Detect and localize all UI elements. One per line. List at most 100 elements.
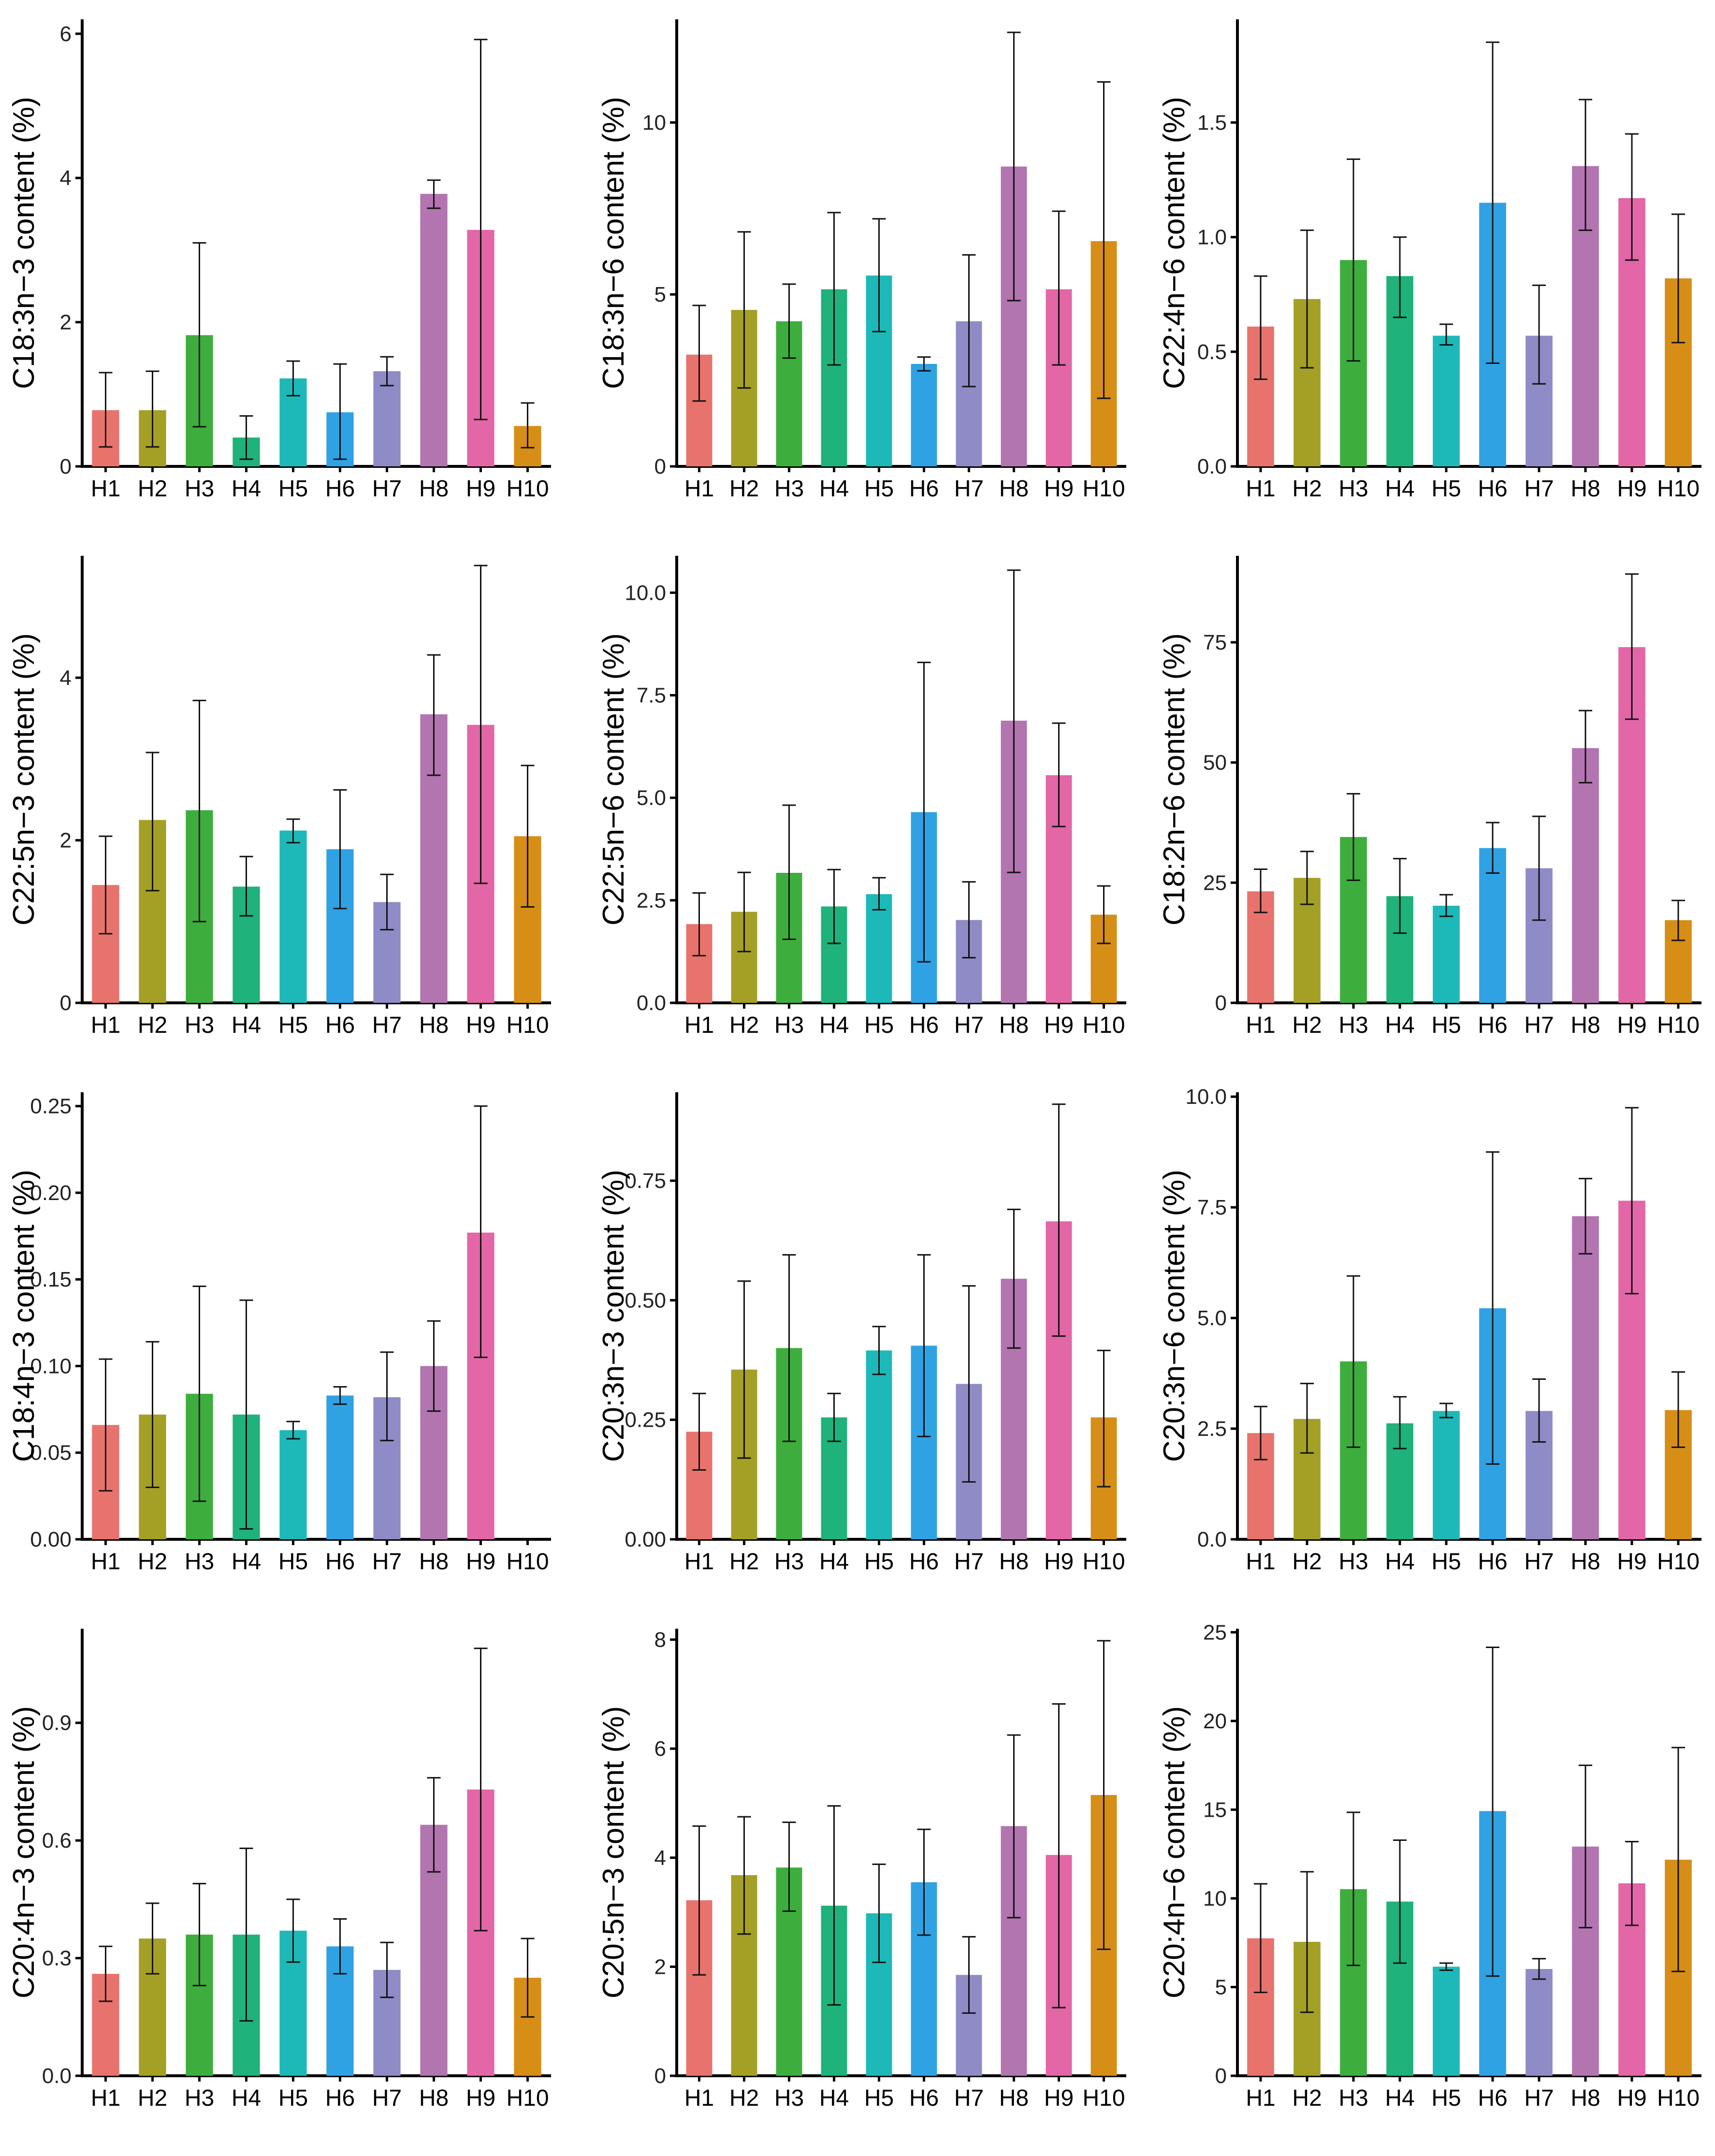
y-tick-label: 2 <box>654 1955 666 1979</box>
x-tick-label: H3 <box>1338 476 1368 502</box>
y-tick-label: 6 <box>654 1737 666 1761</box>
x-tick-label: H8 <box>1570 476 1600 502</box>
x-tick-label: H2 <box>138 1013 167 1038</box>
x-tick-label: H10 <box>1082 1549 1125 1575</box>
y-tick-label: 0.15 <box>30 1268 72 1291</box>
y-tick-label: 0.50 <box>625 1288 666 1312</box>
x-tick-label: H5 <box>278 1549 308 1575</box>
x-tick-label: H6 <box>909 476 939 502</box>
x-tick-label: H8 <box>419 1013 449 1038</box>
x-tick-label: H7 <box>1524 1549 1554 1575</box>
x-tick-label: H10 <box>1082 476 1125 502</box>
x-tick-label: H8 <box>999 476 1029 502</box>
y-tick-label: 4 <box>60 166 72 190</box>
x-tick-label: H7 <box>1524 476 1554 502</box>
x-tick-label: H3 <box>774 1549 804 1575</box>
y-tick-label: 5.0 <box>1197 1306 1227 1330</box>
x-tick-label: H4 <box>232 1013 261 1038</box>
y-tick-label: 4 <box>654 1846 666 1870</box>
x-tick-label: H7 <box>372 2085 402 2111</box>
x-tick-label: H5 <box>1431 1549 1461 1575</box>
x-tick-label: H3 <box>185 1013 214 1038</box>
y-tick-label: 4 <box>60 666 72 690</box>
y-tick-label: 0 <box>654 2064 666 2088</box>
y-tick-label: 25 <box>1203 1621 1227 1644</box>
x-tick-label: H7 <box>954 1549 984 1575</box>
y-axis-label: C22:4n−6 content (%) <box>1158 97 1191 389</box>
y-tick-label: 5 <box>1215 1975 1227 1999</box>
x-tick-label: H7 <box>372 1549 402 1575</box>
y-tick-label: 7.5 <box>637 684 666 708</box>
y-axis-label: C18:4n−3 content (%) <box>7 1170 41 1462</box>
bar-h8 <box>420 194 448 466</box>
x-tick-label: H2 <box>138 476 167 502</box>
x-tick-label: H5 <box>864 2085 894 2111</box>
x-tick-label: H2 <box>1292 476 1322 502</box>
x-tick-label: H8 <box>419 1549 449 1575</box>
x-tick-label: H2 <box>1292 1013 1322 1038</box>
y-tick-label: 2.5 <box>1197 1417 1227 1441</box>
x-tick-label: H9 <box>466 2085 495 2111</box>
x-tick-label: H3 <box>185 2085 214 2111</box>
x-tick-label: H2 <box>138 1549 167 1575</box>
y-tick-label: 0 <box>60 991 72 1015</box>
x-tick-label: H3 <box>774 476 804 502</box>
x-tick-label: H10 <box>506 1013 549 1038</box>
x-tick-label: H6 <box>909 1549 939 1575</box>
y-tick-label: 1.0 <box>1197 226 1227 249</box>
y-tick-label: 0.25 <box>30 1095 72 1118</box>
x-tick-label: H7 <box>954 2085 984 2111</box>
y-tick-label: 0.6 <box>42 1829 72 1852</box>
x-tick-label: H3 <box>774 1013 804 1038</box>
y-tick-label: 10 <box>1203 1887 1227 1910</box>
x-tick-label: H2 <box>729 476 759 502</box>
x-tick-label: H6 <box>1478 2085 1507 2111</box>
bar-h7 <box>1526 1969 1553 2076</box>
y-tick-label: 0 <box>654 455 666 478</box>
x-tick-label: H4 <box>1385 1549 1414 1575</box>
x-tick-label: H10 <box>506 1549 549 1575</box>
x-tick-label: H5 <box>1431 1013 1461 1038</box>
x-tick-label: H8 <box>1570 2085 1600 2111</box>
x-tick-label: H10 <box>1657 1549 1700 1575</box>
y-axis-label: C20:4n−3 content (%) <box>7 1706 41 1998</box>
x-tick-label: H9 <box>1044 1549 1074 1575</box>
x-tick-label: H5 <box>864 476 894 502</box>
y-tick-label: 0.0 <box>637 991 666 1015</box>
bar-h8 <box>1572 748 1599 1003</box>
y-tick-label: 0 <box>1215 991 1227 1015</box>
x-tick-label: H4 <box>232 1549 261 1575</box>
y-tick-label: 0.5 <box>1197 340 1227 364</box>
bar-h6 <box>1479 848 1506 1003</box>
x-tick-label: H2 <box>138 2085 167 2111</box>
x-tick-label: H1 <box>91 476 120 502</box>
x-tick-label: H10 <box>506 476 549 502</box>
y-axis-label: C20:5n−3 content (%) <box>597 1706 630 1998</box>
x-tick-label: H3 <box>185 476 214 502</box>
y-tick-label: 1.5 <box>1197 111 1227 134</box>
x-tick-label: H3 <box>774 2085 804 2111</box>
x-tick-label: H1 <box>684 476 714 502</box>
x-tick-label: H1 <box>1246 1013 1275 1038</box>
x-tick-label: H4 <box>1385 1013 1414 1038</box>
x-tick-label: H1 <box>684 2085 714 2111</box>
x-tick-label: H5 <box>1431 2085 1461 2111</box>
x-tick-label: H6 <box>325 2085 355 2111</box>
bar-h5 <box>1433 906 1460 1003</box>
y-axis-label: C18:3n−3 content (%) <box>7 97 41 389</box>
x-tick-label: H6 <box>1478 1013 1507 1038</box>
x-tick-label: H9 <box>466 1013 495 1038</box>
x-tick-label: H3 <box>1338 1013 1368 1038</box>
x-tick-label: H9 <box>1617 2085 1646 2111</box>
x-tick-label: H4 <box>1385 2085 1414 2111</box>
bar-h5 <box>1433 1411 1460 1539</box>
x-tick-label: H3 <box>1338 1549 1368 1575</box>
